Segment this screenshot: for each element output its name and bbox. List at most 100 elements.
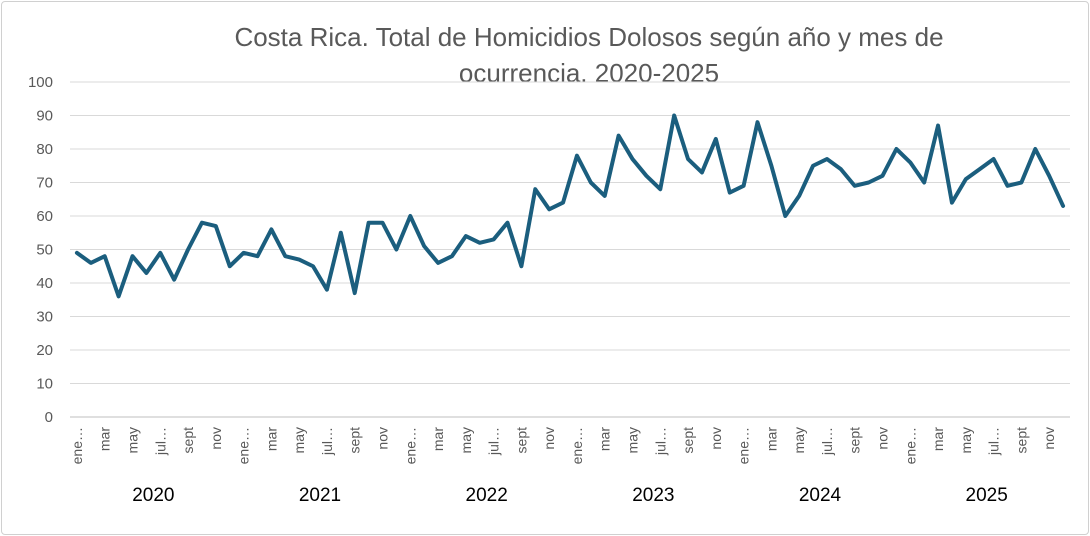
series-line-homicidios	[74, 113, 1066, 299]
data-point	[686, 157, 690, 161]
x-tick-label: sept	[1013, 427, 1029, 454]
x-tick-label: mar	[763, 427, 779, 451]
data-point	[492, 237, 496, 241]
x-tick-label: sept	[680, 427, 696, 454]
data-point	[714, 137, 718, 141]
data-point	[756, 120, 760, 124]
data-point	[1019, 181, 1023, 185]
year-label: 2021	[299, 485, 341, 506]
data-point	[117, 294, 121, 298]
x-tick-label: nov	[1041, 427, 1057, 450]
data-point	[644, 174, 648, 178]
x-tick-label: may	[791, 427, 807, 453]
x-tick-label: nov	[375, 427, 391, 450]
x-tick-label: ene…	[736, 427, 752, 464]
x-tick-label: may	[125, 427, 141, 453]
x-tick-label: ene…	[569, 427, 585, 464]
data-point	[908, 160, 912, 164]
data-point	[1033, 147, 1037, 151]
x-tick-label: ene…	[402, 427, 418, 464]
data-point	[533, 187, 537, 191]
x-tick-label: jul…	[652, 427, 668, 456]
x-tick-label: nov	[708, 427, 724, 450]
data-point	[353, 291, 357, 295]
data-point	[256, 254, 260, 258]
data-point	[131, 254, 135, 258]
data-point	[422, 244, 426, 248]
data-point	[103, 254, 107, 258]
y-tick-label: 10	[36, 376, 53, 393]
data-point	[964, 177, 968, 181]
x-tick-label: jul…	[819, 427, 835, 456]
data-point	[367, 221, 371, 225]
y-tick-label: 20	[36, 342, 53, 359]
data-point	[825, 157, 829, 161]
x-tick-label: may	[291, 427, 307, 453]
data-point	[75, 251, 79, 255]
data-point	[394, 248, 398, 252]
data-point	[1006, 184, 1010, 188]
data-point	[936, 124, 940, 128]
y-tick-label: 40	[36, 275, 53, 292]
data-point	[853, 184, 857, 188]
x-tick-label: sept	[347, 427, 363, 454]
x-tick-label: nov	[208, 427, 224, 450]
data-point	[992, 157, 996, 161]
data-point	[783, 214, 787, 218]
gridlines	[70, 81, 1070, 418]
data-point	[728, 191, 732, 195]
series-layer	[74, 113, 1066, 299]
data-point	[381, 221, 385, 225]
data-point	[311, 264, 315, 268]
data-point	[325, 288, 329, 292]
data-point	[575, 154, 579, 158]
y-tick-label: 0	[45, 409, 53, 426]
data-point	[450, 254, 454, 258]
x-tick-label: jul…	[319, 427, 335, 456]
data-point	[144, 271, 148, 275]
data-point	[339, 231, 343, 235]
data-point	[742, 184, 746, 188]
year-label: 2024	[799, 485, 842, 506]
year-label: 2020	[132, 485, 174, 506]
x-tick-label: mar	[597, 427, 613, 451]
data-point	[1047, 174, 1051, 178]
x-tick-label: mar	[263, 427, 279, 451]
data-point	[408, 214, 412, 218]
data-point	[978, 167, 982, 171]
chart-title-line-2: ocurrencia. 2020-2025	[459, 58, 719, 88]
data-point	[658, 187, 662, 191]
data-point	[700, 170, 704, 174]
data-point	[894, 147, 898, 151]
data-point	[631, 157, 635, 161]
data-point	[881, 174, 885, 178]
x-tick-label: mar	[930, 427, 946, 451]
data-point	[603, 194, 607, 198]
data-point	[172, 278, 176, 282]
data-point	[478, 241, 482, 245]
year-label: 2022	[466, 485, 508, 506]
y-tick-label: 100	[28, 74, 53, 91]
x-tick-label: ene…	[69, 427, 85, 464]
x-tick-label: nov	[541, 427, 557, 450]
data-point	[297, 258, 301, 262]
x-tick-label: mar	[430, 427, 446, 451]
y-tick-label: 70	[36, 175, 53, 192]
year-labels: 2020 2021 2022 2023 2024 2025	[132, 485, 1008, 506]
data-point	[547, 207, 551, 211]
x-tick-label: ene…	[902, 427, 918, 464]
y-tick-label: 30	[36, 309, 53, 326]
data-point	[186, 248, 190, 252]
data-point	[561, 201, 565, 205]
x-tick-label: ene…	[236, 427, 252, 464]
year-label: 2025	[966, 485, 1008, 506]
data-point	[242, 251, 246, 255]
x-tick-label: sept	[180, 427, 196, 454]
x-tick-label: may	[958, 427, 974, 453]
chart-title-line-1: Costa Rica. Total de Homicidios Dolosos …	[234, 22, 943, 52]
y-tick-label: 80	[36, 141, 53, 158]
data-point	[617, 134, 621, 138]
x-tick-label: mar	[97, 427, 113, 451]
